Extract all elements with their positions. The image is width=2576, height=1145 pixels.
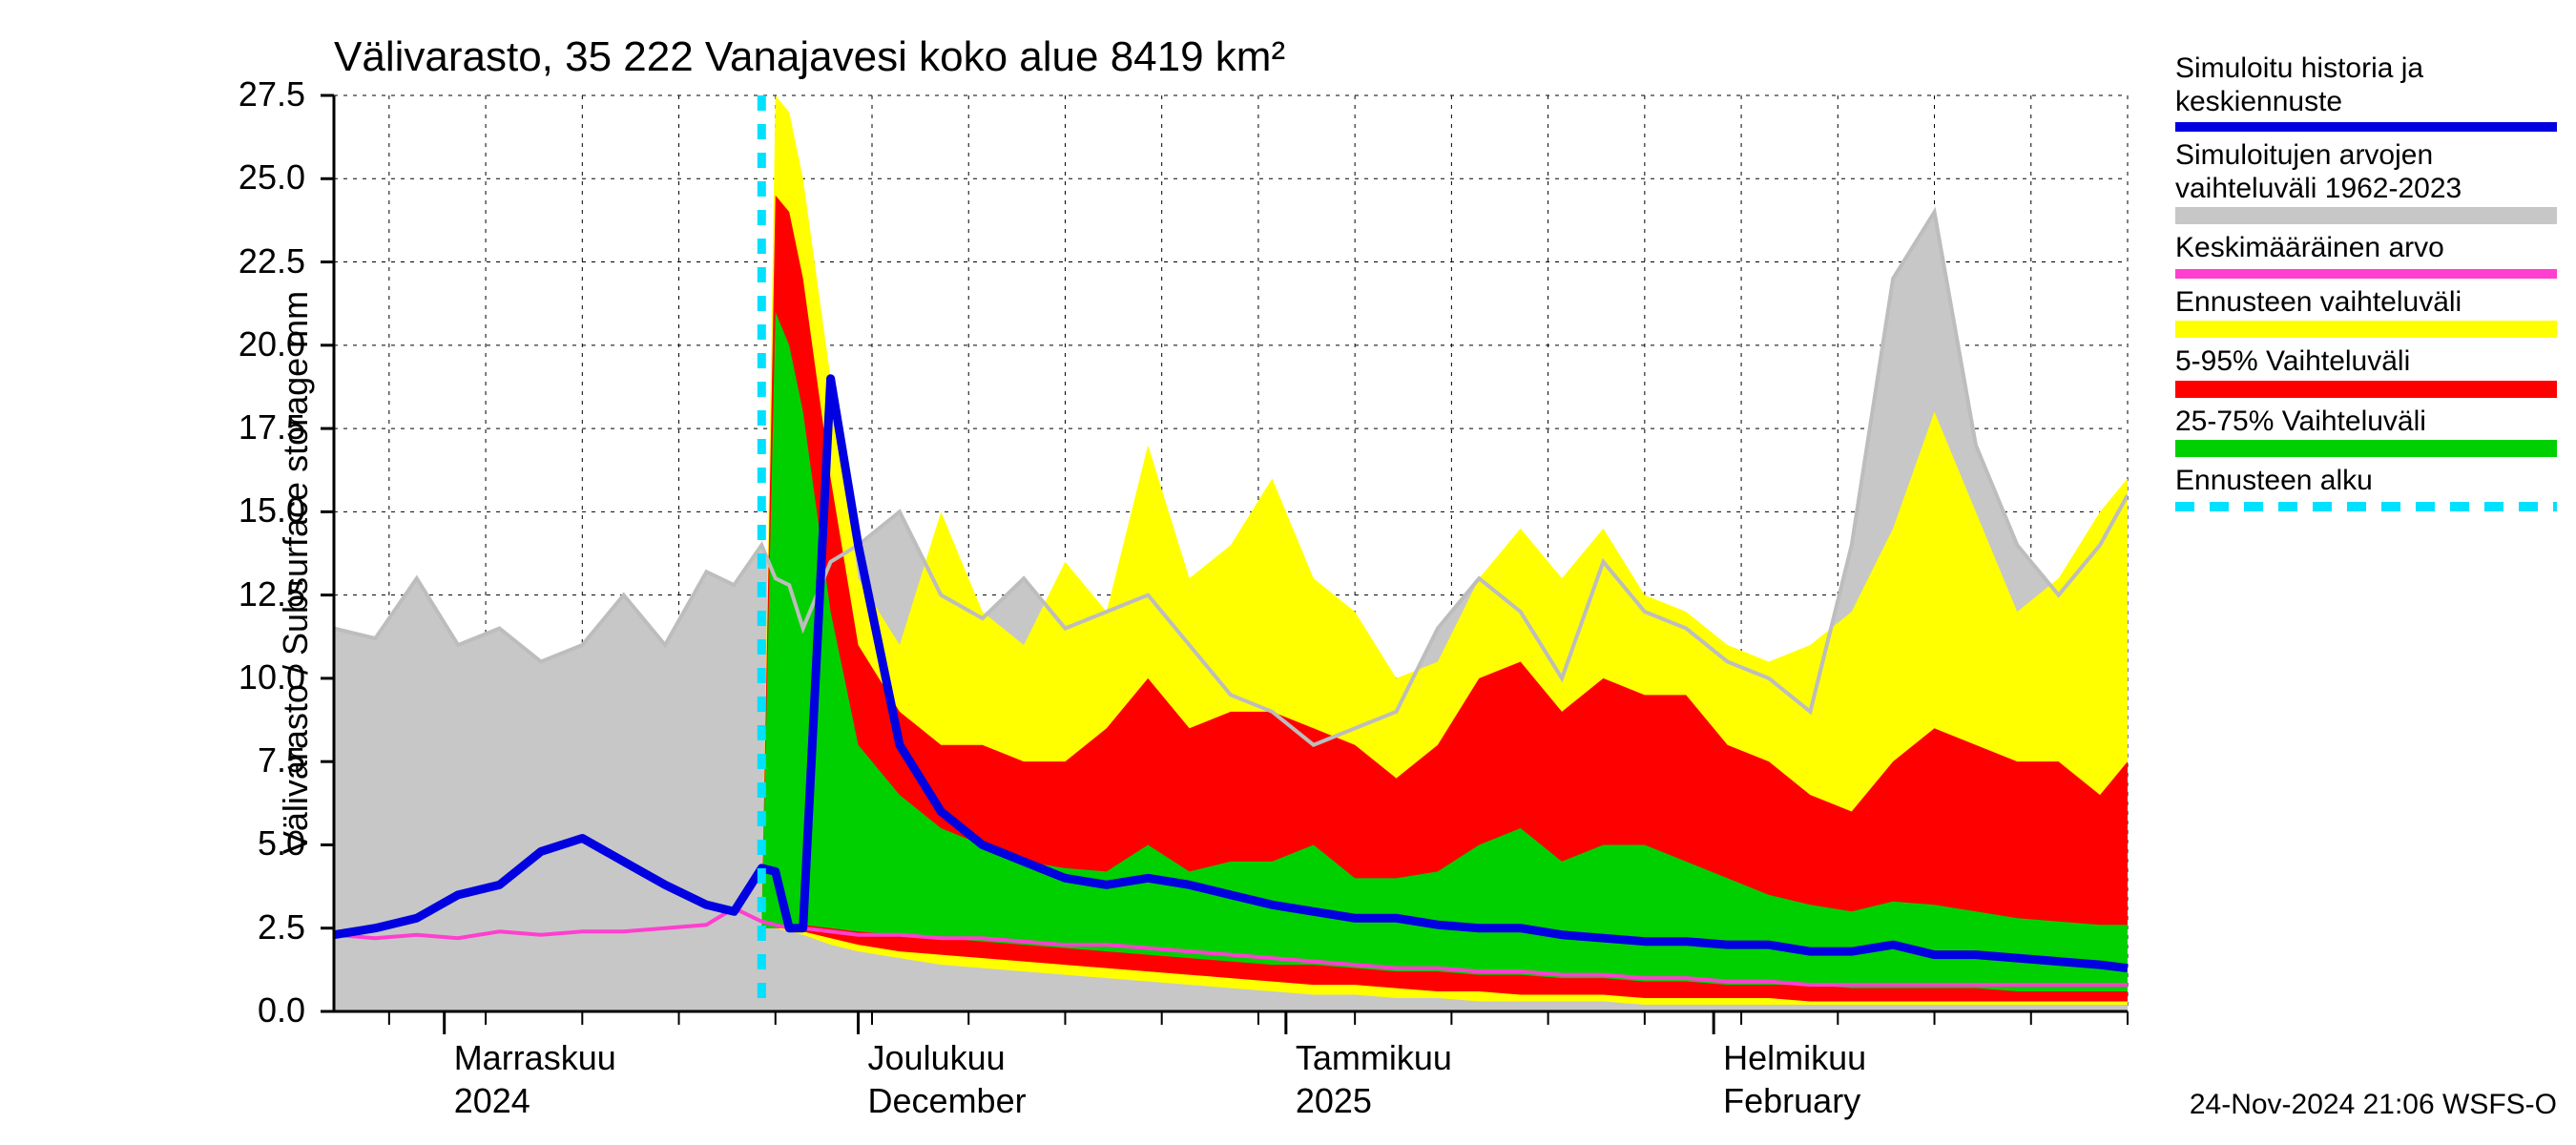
legend-swatch (2175, 269, 2557, 279)
legend-label: 5-95% Vaihteluväli (2175, 345, 2557, 379)
legend-swatch (2175, 122, 2557, 132)
legend-swatch (2175, 440, 2557, 457)
legend-swatch (2175, 502, 2557, 511)
x-month-label: JoulukuuDecember (868, 1036, 1027, 1122)
legend-item: Ennusteen vaihteluväli (2175, 286, 2557, 339)
legend-swatch (2175, 381, 2557, 398)
legend-swatch (2175, 207, 2557, 224)
legend-label: Ennusteen alku (2175, 465, 2557, 498)
x-month-label: Marraskuu2024 (454, 1036, 616, 1122)
legend-label: Keskimääräinen arvo (2175, 232, 2557, 265)
legend-item: 5-95% Vaihteluväli (2175, 345, 2557, 398)
x-month-label: Tammikuu2025 (1296, 1036, 1452, 1122)
legend-item: Ennusteen alku (2175, 465, 2557, 511)
timestamp: 24-Nov-2024 21:06 WSFS-O (2190, 1089, 2557, 1121)
legend-label: Simuloitu historia ja keskiennuste (2175, 52, 2557, 118)
legend-label: 25-75% Vaihteluväli (2175, 406, 2557, 439)
legend-item: 25-75% Vaihteluväli (2175, 406, 2557, 458)
legend-item: Simuloitujen arvojen vaihteluväli 1962-2… (2175, 139, 2557, 224)
legend-label: Simuloitujen arvojen vaihteluväli 1962-2… (2175, 139, 2557, 205)
legend-item: Keskimääräinen arvo (2175, 232, 2557, 279)
legend: Simuloitu historia ja keskiennuste Simulo… (2175, 52, 2557, 519)
x-month-label: HelmikuuFebruary (1723, 1036, 1866, 1122)
legend-item: Simuloitu historia ja keskiennuste (2175, 52, 2557, 132)
legend-label: Ennusteen vaihteluväli (2175, 286, 2557, 320)
legend-swatch (2175, 321, 2557, 338)
